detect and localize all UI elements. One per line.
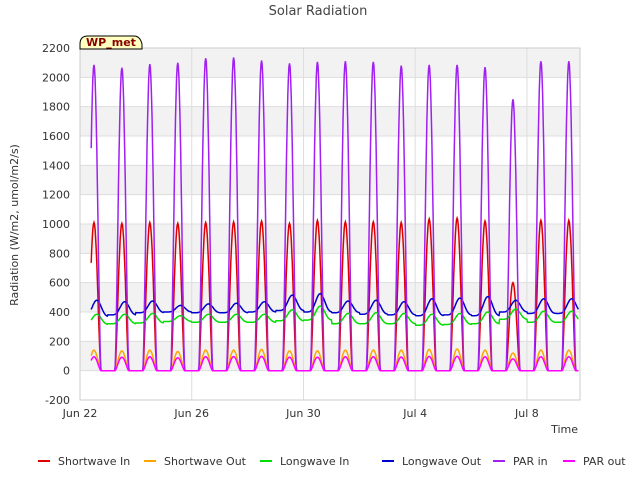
legend-label: Shortwave In bbox=[58, 455, 130, 468]
grid-band bbox=[80, 165, 580, 195]
y-tick-label: 1400 bbox=[42, 159, 70, 172]
legend-label: Shortwave Out bbox=[164, 455, 247, 468]
y-axis-label: Radiation (W/m2, umol/m2/s) bbox=[8, 144, 21, 306]
chart-title: Solar Radiation bbox=[269, 4, 368, 19]
legend-label: Longwave In bbox=[280, 455, 349, 468]
x-tick-label: Jul 8 bbox=[514, 407, 539, 420]
y-tick-label: 800 bbox=[49, 247, 70, 260]
grid-band bbox=[80, 282, 580, 312]
grid-band bbox=[80, 224, 580, 254]
x-tick-label: Jul 4 bbox=[402, 407, 427, 420]
y-tick-label: 400 bbox=[49, 306, 70, 319]
y-tick-label: 1600 bbox=[42, 130, 70, 143]
y-tick-label: 200 bbox=[49, 335, 70, 348]
y-tick-label: 1200 bbox=[42, 189, 70, 202]
site-label-background bbox=[79, 35, 143, 50]
y-tick-label: 0 bbox=[63, 365, 70, 378]
y-tick-label: 1000 bbox=[42, 218, 70, 231]
grid-band bbox=[80, 341, 580, 371]
y-tick-label: -200 bbox=[45, 394, 70, 407]
y-tick-label: 600 bbox=[49, 277, 70, 290]
site-label-text: WP_met bbox=[86, 36, 136, 49]
y-tick-label: 2000 bbox=[42, 71, 70, 84]
x-tick-label: Jun 30 bbox=[285, 407, 321, 420]
x-axis-label: Time bbox=[550, 423, 578, 436]
series-line bbox=[90, 355, 579, 372]
plot-frame bbox=[79, 47, 581, 401]
legend-label: Longwave Out bbox=[402, 455, 482, 468]
legend-label: PAR out bbox=[583, 455, 626, 468]
y-tick-label: 1800 bbox=[42, 101, 70, 114]
legend-label: PAR in bbox=[513, 455, 548, 468]
grid-band bbox=[80, 48, 580, 78]
x-tick-label: Jun 22 bbox=[62, 407, 98, 420]
y-tick-label: 2200 bbox=[42, 42, 70, 55]
x-tick-label: Jun 26 bbox=[173, 407, 209, 420]
grid-band bbox=[80, 106, 580, 136]
site-label-badge: WP_met bbox=[79, 35, 143, 50]
